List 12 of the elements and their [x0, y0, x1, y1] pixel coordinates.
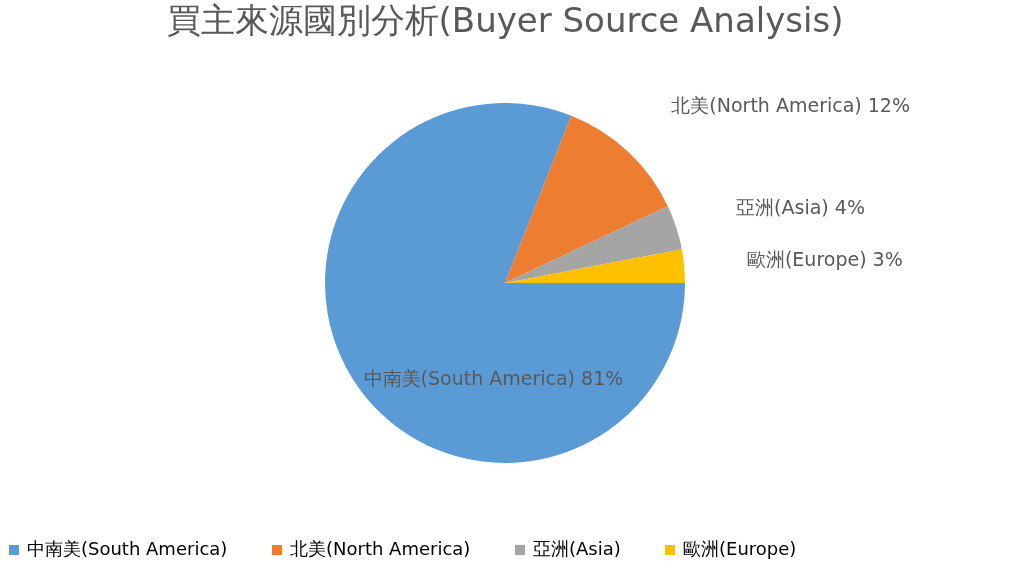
pie-slice	[505, 206, 682, 283]
legend-label: 中南美(South America)	[27, 538, 228, 559]
pie-slice	[505, 249, 685, 283]
category-label: 歐洲(Europe) 3%	[746, 248, 903, 271]
category-label: 北美(North America) 12%	[671, 93, 910, 116]
legend-label: 歐洲(Europe)	[683, 538, 797, 559]
legend-label: 北美(North America)	[290, 538, 471, 559]
category-label: 亞洲(Asia) 4%	[736, 195, 865, 218]
chart-title: 買主來源國別分析(Buyer Source Analysis)	[166, 0, 844, 40]
category-label: 中南美(South America) 81%	[363, 367, 624, 390]
pie-slice	[505, 115, 668, 283]
legend-label: 亞洲(Asia)	[533, 538, 621, 559]
